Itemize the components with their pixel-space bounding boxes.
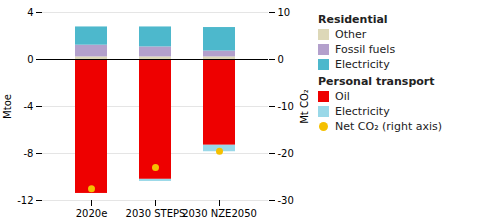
svg-text:-8: -8	[24, 148, 34, 159]
svg-text:-30: -30	[278, 195, 294, 206]
svg-text:Mtoe: Mtoe	[2, 94, 13, 119]
svg-text:Mt CO₂: Mt CO₂	[299, 89, 310, 124]
svg-text:0: 0	[278, 54, 284, 65]
html-text:Personal transport: Personal transport	[318, 75, 435, 88]
html-text:Net CO₂ (right axis): Net CO₂ (right axis)	[335, 120, 442, 133]
svg-text:-20: -20	[278, 148, 294, 159]
svg-text:2030 NZE2050: 2030 NZE2050	[182, 208, 257, 219]
svg-text:0: 0	[27, 54, 33, 65]
svg-text:2020e: 2020e	[76, 208, 108, 219]
html-text:Other: Other	[335, 28, 367, 41]
svg-text:10: 10	[278, 7, 291, 18]
svg-text:-12: -12	[17, 195, 33, 206]
html-text:Fossil fuels: Fossil fuels	[335, 43, 396, 56]
svg-text:-4: -4	[24, 101, 34, 112]
svg-text:2030 STEPS: 2030 STEPS	[126, 208, 186, 219]
svg-text:-10: -10	[278, 101, 294, 112]
html-text:Electricity: Electricity	[335, 58, 390, 71]
html-text:Oil: Oil	[335, 90, 350, 103]
html-text:Electricity: Electricity	[335, 105, 390, 118]
html-text:Residential: Residential	[318, 13, 388, 26]
svg-text:4: 4	[27, 7, 33, 18]
